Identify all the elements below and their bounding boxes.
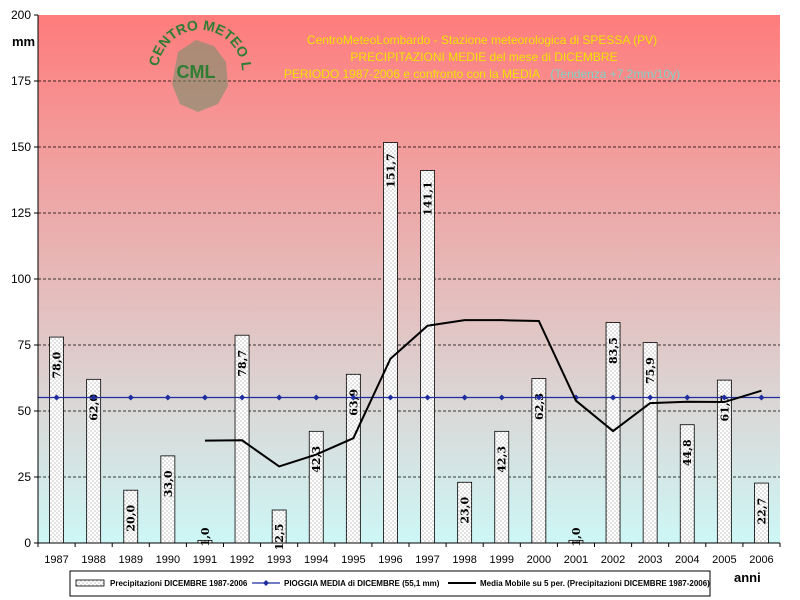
title-period: PERIODO 1987-2006 e confronto con la MED… <box>284 67 540 81</box>
x-tick-label: 2003 <box>638 554 662 566</box>
bar-value-label: 44,8 <box>681 439 694 466</box>
y-tick-label: 25 <box>18 470 32 484</box>
x-tick-label: 1992 <box>230 554 254 566</box>
x-axis-label: anni <box>734 570 761 585</box>
x-tick-label: 2002 <box>601 554 625 566</box>
bar-value-label: 22,7 <box>755 498 768 525</box>
x-tick-label: 1991 <box>193 554 217 566</box>
bar-series <box>49 142 769 544</box>
x-tick-label: 1987 <box>44 554 68 566</box>
gridlines <box>38 80 780 478</box>
mean-point <box>461 394 468 401</box>
x-tick-label: 1998 <box>452 554 476 566</box>
mean-point <box>239 394 246 401</box>
legend-label-mean: PIOGGIA MEDIA di DICEMBRE (55,1 mm) <box>284 579 440 588</box>
title-line-1: CentroMeteoLombardo - Stazione meteorolo… <box>307 33 657 47</box>
mean-point <box>647 394 654 401</box>
bar-value-label: 63,9 <box>347 389 360 416</box>
mean-point <box>758 394 765 401</box>
legend-box <box>69 570 711 597</box>
title-line-3: PERIODO 1987-2006 e confronto con la MED… <box>284 65 680 82</box>
y-tick-label: 100 <box>11 272 31 286</box>
legend: Precipitazioni DICEMBRE 1987-2006 PIOGGI… <box>69 570 711 597</box>
mean-point <box>201 394 208 401</box>
title-line-2: PRECIPITAZIONI MEDIE del mese di DICEMBR… <box>350 50 617 64</box>
title-trend: (Tendenza +7,2mm/10y) <box>550 67 680 81</box>
mean-point <box>721 394 728 401</box>
x-tick-label: 1999 <box>490 554 514 566</box>
mean-point <box>276 394 283 401</box>
bar-value-label: 42,3 <box>310 446 323 473</box>
x-tick-label: 1993 <box>267 554 291 566</box>
bar-value-label: 151,7 <box>384 153 397 187</box>
x-tick-label: 2001 <box>564 554 588 566</box>
logo-initials: CML <box>177 62 216 82</box>
legend-swatch-bars <box>75 579 105 587</box>
mean-point <box>535 394 542 401</box>
y-tick-label: 150 <box>11 140 31 154</box>
bar-value-label: 23,0 <box>459 497 472 524</box>
bar-value-label: 33,0 <box>162 470 175 497</box>
x-tick-label: 1990 <box>156 554 180 566</box>
bar-value-label: 62,3 <box>533 393 546 420</box>
mean-point <box>424 394 431 401</box>
x-tick-label: 2000 <box>527 554 551 566</box>
bar <box>160 455 176 544</box>
bar-value-label: 42,3 <box>496 446 509 473</box>
legend-swatch-mean-marker <box>263 580 269 586</box>
legend-label-bars: Precipitazioni DICEMBRE 1987-2006 <box>110 579 248 588</box>
mean-point <box>498 394 505 401</box>
bar-value-label: 83,5 <box>607 337 620 364</box>
x-tick-label: 2006 <box>749 554 773 566</box>
mean-point <box>164 394 171 401</box>
bar-value-label: 78,7 <box>236 350 249 377</box>
x-tick-label: 1995 <box>341 554 365 566</box>
chart-title: CentroMeteoLombardo - Stazione meteorolo… <box>284 33 680 82</box>
y-axis-ticks: 0 25 50 75 100 125 150 175 200 <box>11 8 38 550</box>
bar-value-label: 78,0 <box>51 351 64 378</box>
mean-point <box>313 394 320 401</box>
legend-label-moving-avg: Media Mobile su 5 per. (Precipitazioni D… <box>480 579 710 588</box>
moving-average-line <box>204 319 762 468</box>
moving-average-series <box>204 319 762 468</box>
mean-point <box>350 394 357 401</box>
bar-value-label: 1,0 <box>570 527 583 546</box>
mean-point <box>684 394 691 401</box>
x-tick-label: 1989 <box>119 554 143 566</box>
x-tick-label: 1996 <box>378 554 402 566</box>
x-tick-label: 1997 <box>415 554 439 566</box>
x-tick-label: 2005 <box>712 554 736 566</box>
bar <box>383 142 398 544</box>
axes <box>37 15 780 544</box>
x-axis-ticks: 1987 1988 1989 1990 1991 1992 1993 1994 1995 1996… <box>37 543 781 566</box>
mean-line-series <box>38 394 780 401</box>
bar <box>420 170 435 544</box>
y-axis-unit: mm <box>12 34 35 49</box>
mean-point <box>610 394 617 401</box>
x-tick-label: 2004 <box>675 554 699 566</box>
bar-value-label: 20,0 <box>125 504 138 531</box>
bar-value-label: 62,0 <box>88 394 101 421</box>
x-tick-label: 1994 <box>304 554 328 566</box>
bar-value-label: 1,0 <box>199 527 212 546</box>
bar-value-label: 141,1 <box>422 181 435 215</box>
y-tick-label: 200 <box>11 8 31 22</box>
bar-value-label: 75,9 <box>644 357 657 384</box>
mean-point <box>90 394 97 401</box>
y-tick-label: 75 <box>18 338 32 352</box>
mean-point <box>387 394 394 401</box>
x-tick-label: 1988 <box>81 554 105 566</box>
y-tick-label: 0 <box>24 536 31 550</box>
y-tick-label: 50 <box>18 404 32 418</box>
y-tick-label: 175 <box>11 74 31 88</box>
mean-point <box>127 394 134 401</box>
mean-point <box>53 394 60 401</box>
y-tick-label: 125 <box>11 206 31 220</box>
bar-value-label: 12,5 <box>273 524 286 551</box>
